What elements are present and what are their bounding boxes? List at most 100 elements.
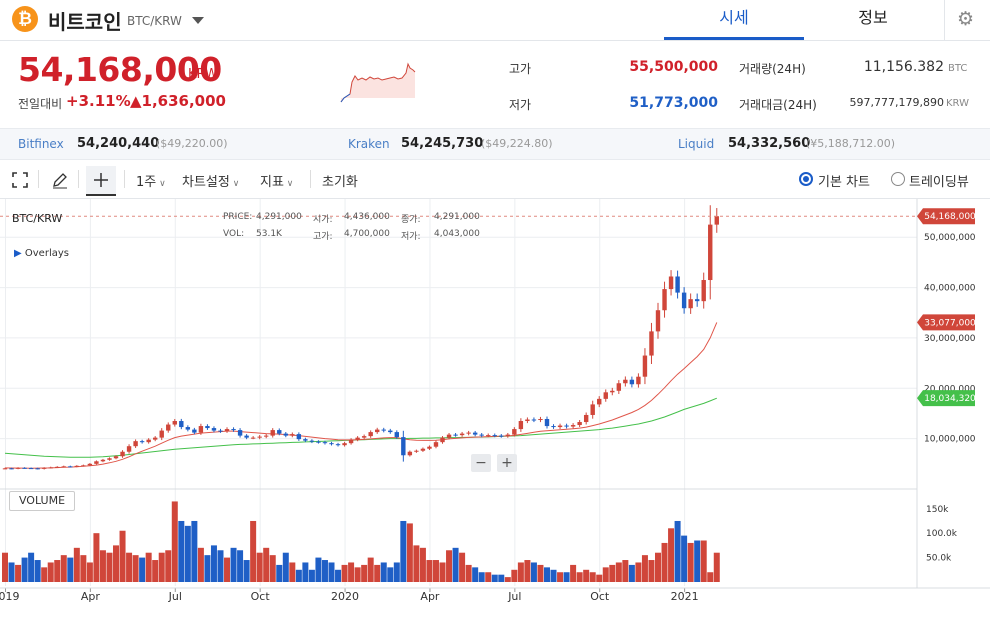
chevron-down-icon[interactable] [192,17,204,24]
exchange-usd: ($49,220.00) [156,137,228,150]
candle-body [309,440,315,442]
tab-info[interactable]: 정보 [858,8,888,27]
coin-pair[interactable]: BTC/KRW [127,14,182,28]
candle-body [94,461,99,464]
fullscreen-icon[interactable] [12,172,28,188]
volume-bar [406,523,413,582]
volume-bar [393,562,400,582]
candle-body [675,276,680,293]
tab-price[interactable]: 시세 [664,0,804,40]
candle-body [68,466,73,468]
volume-24h: 11,156.382 [863,59,944,75]
period-dropdown[interactable]: 1주 ∨ [136,171,166,190]
candle-body [74,465,80,467]
indicators-dropdown[interactable]: 지표 ∨ [260,171,293,190]
chart-settings-label: 차트설정 [182,175,230,190]
volume-bar [60,555,67,582]
volume-bar [439,562,446,582]
candle-body [296,434,302,440]
volume-bar [655,552,661,582]
info-price-label: PRICE: [223,212,253,222]
chart-axes: 50,000,000 40,000,000 30,000,000 20,000,000… [0,199,990,603]
volume-bar [354,567,361,582]
volume-bar [86,562,93,582]
exchange-price: 54,245,730 [401,136,484,151]
tradingview-label[interactable]: 트레이딩뷰 [909,175,969,190]
candle-body [525,419,530,422]
info-price: 4,291,000 [256,212,302,222]
volume-bar [256,552,263,582]
indicators-label: 지표 [260,175,284,190]
x-tick-label: 2021 [671,590,699,603]
zoom-out-button[interactable]: − [471,454,491,472]
volume-bar [452,547,459,582]
basic-chart-label[interactable]: 기본 차트 [818,175,870,190]
ma-long-tag-bg [917,390,975,407]
volume-bar [158,552,165,582]
candle-body [401,437,406,456]
candle-body [159,430,164,438]
basic-chart-radio[interactable] [799,172,813,186]
volume-bar [615,562,622,582]
candle-body [518,421,524,430]
volume-bar [491,574,498,582]
volume-bar [361,564,368,582]
volume-bar [41,567,48,582]
candle-body [492,435,497,437]
high-price: 55,500,000 [629,59,718,75]
candle-body [446,434,452,438]
candle-body [407,451,413,456]
zoom-in-button[interactable]: + [497,454,517,472]
candle-body [87,463,93,466]
exchange-name[interactable]: Bitfinex [18,137,64,151]
volume-bar [478,572,485,582]
toolbar-divider [38,170,39,188]
toolbar-divider [310,170,311,188]
volume-bar [380,562,387,582]
y-tick-label: 50,000,000 [924,233,976,243]
volume-bar [413,545,420,582]
reset-button[interactable]: 초기화 [322,175,358,190]
gear-icon[interactable]: ⚙ [957,8,975,30]
overlays-label: Overlays [24,248,69,259]
pencil-icon[interactable] [51,171,69,189]
chevron-down-icon: ∨ [229,179,240,189]
candle-body [414,450,419,452]
coin-name[interactable]: 비트코인 [48,10,122,34]
volume-bar [504,577,511,582]
chevron-down-icon: ∨ [283,179,294,189]
period-label: 1주 [136,175,157,190]
volume-bar [446,550,453,582]
candle-body [316,441,321,443]
volume-bar [465,564,472,582]
volume-bar [289,562,296,582]
crosshair-icon[interactable] [93,172,109,188]
info-vol: 53.1K [256,229,282,239]
price-chart[interactable]: 50,000,000 40,000,000 30,000,000 20,000,000… [0,199,990,619]
candle-body [9,468,14,470]
tradingview-radio[interactable] [891,172,905,186]
volume-bar [73,547,80,582]
candle-body [179,421,184,428]
candle-body [623,379,628,384]
exchange-usd: ($49,224.80) [481,137,553,150]
candle-body [277,430,282,434]
overlays-toggle[interactable]: ▶ Overlays [14,248,69,259]
volume-bar [387,567,394,582]
chevron-down-icon: ∨ [156,179,166,189]
candlesticks [2,205,719,470]
exchange-name[interactable]: Liquid [678,137,715,151]
volume-bar [537,564,544,582]
change-percent: +3.11% [66,92,131,110]
candle-body [551,426,556,428]
volume-bar [557,572,564,582]
y-tick-label: 20,000,000 [924,384,976,394]
candle-body [224,429,230,432]
candle-body [257,436,262,438]
candle-body [662,289,667,311]
exchange-name[interactable]: Kraken [348,137,390,151]
change-value: ▲1,636,000 [130,92,226,110]
candle-body [303,439,308,441]
volume-bar [269,555,276,582]
chart-settings-dropdown[interactable]: 차트설정 ∨ [182,171,239,190]
